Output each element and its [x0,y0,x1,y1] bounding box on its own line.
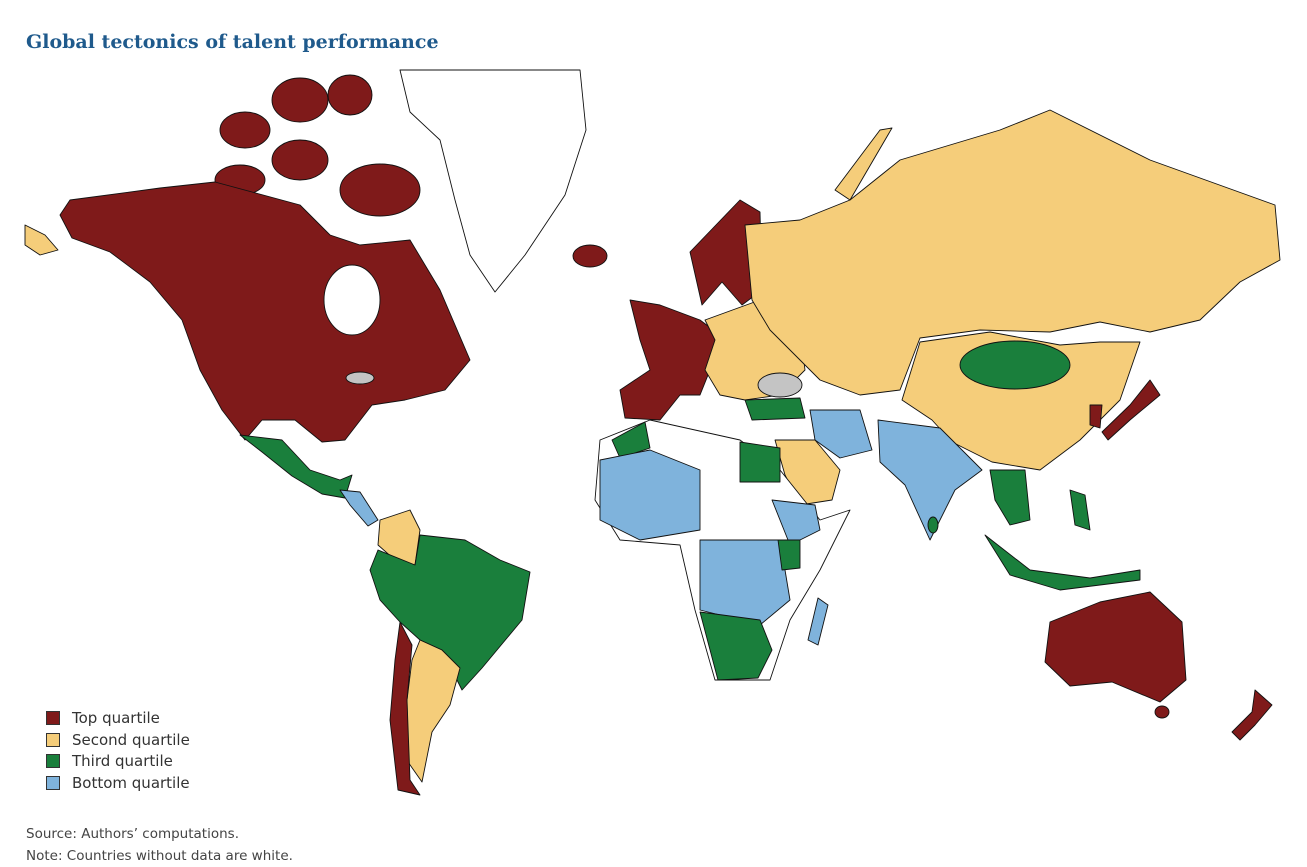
region-turkey [744,397,806,421]
region-western-europe [619,299,721,421]
region-great-lakes [345,371,375,385]
legend-label: Top quartile [72,708,160,727]
legend-swatch [46,754,60,769]
source-note: Source: Authors’ computations. [26,826,239,842]
region-iceland [572,244,608,268]
legend-swatch [46,710,60,725]
region-india [877,419,983,541]
legend-item-second: Second quartile [46,729,190,751]
region-argentina [406,639,461,783]
region-brazil-andes [369,534,531,691]
region-morocco [611,421,651,459]
region-chile [389,621,421,796]
legend-item-third: Third quartile [46,750,190,772]
region-hudson-bay [323,264,381,336]
region-new-zealand [1231,689,1273,741]
region-russia [744,109,1281,396]
legend-item-bottom: Bottom quartile [46,772,190,794]
region-korea [1089,404,1103,429]
region-caucasus [757,372,803,398]
region-central-africa [699,539,791,626]
region-philippines [1069,489,1091,531]
region-southeast-asia [989,469,1031,526]
region-novaya-zemlya [834,127,893,201]
region-iran [809,409,873,459]
region-west-africa [599,449,701,541]
region-central-america [339,489,379,527]
region-kenya [777,539,801,571]
legend-label: Third quartile [72,752,173,771]
region-arctic-islands [214,74,421,217]
region-japan [1101,379,1161,441]
region-madagascar [807,597,829,646]
region-mexico [239,434,353,499]
legend-item-top: Top quartile [46,707,190,729]
legend-swatch [46,775,60,790]
region-east-africa [771,499,821,546]
region-tasmania [1154,705,1170,719]
legend: Top quartile Second quartile Third quart… [46,707,190,794]
region-egypt [739,441,781,483]
region-southern-africa [699,611,773,681]
map-title: Global tectonics of talent performance [26,31,439,53]
region-north-america [59,181,471,443]
region-sri-lanka [927,516,939,534]
notes: Source: Authors’ computations. Note: Cou… [26,823,293,867]
region-alaska-islands [24,224,59,256]
region-saudi [774,439,841,506]
legend-swatch [46,732,60,747]
region-australia [1044,591,1187,703]
data-note: Note: Countries without data are white. [26,848,293,864]
legend-label: Bottom quartile [72,773,190,792]
region-mongolia [959,340,1071,390]
region-indonesia [984,534,1141,591]
region-greenland [399,69,587,293]
legend-label: Second quartile [72,730,190,749]
